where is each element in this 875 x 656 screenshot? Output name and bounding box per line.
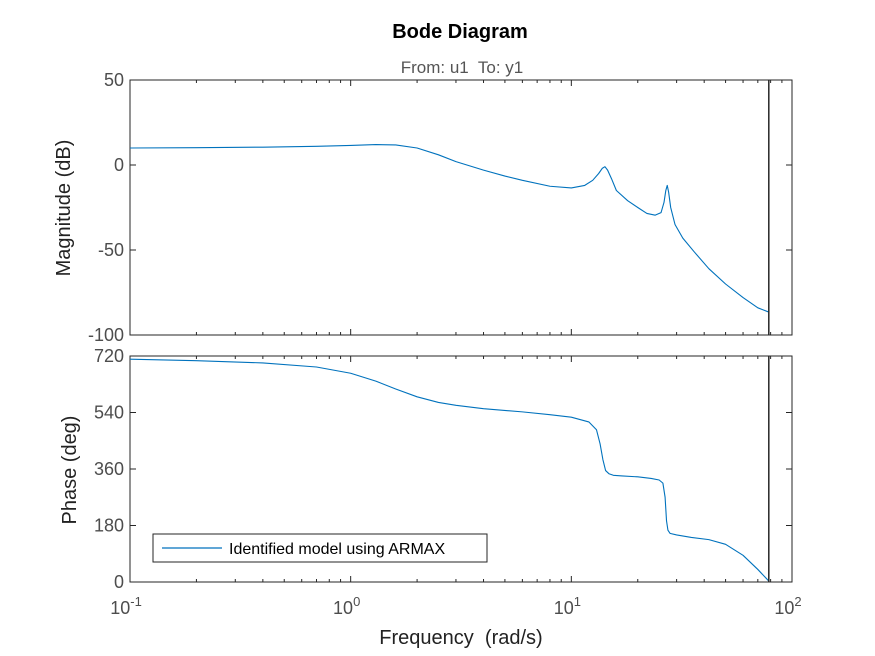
legend-label: Identified model using ARMAX — [229, 541, 445, 558]
phase-ytick-label: 720 — [94, 346, 124, 366]
x-tick-label-base: 10 — [554, 598, 574, 618]
phase-ytick-label: 360 — [94, 459, 124, 479]
x-tick-label-exponent: -1 — [130, 594, 142, 609]
y-axis-label-phase: Phase (deg) — [59, 416, 81, 525]
x-tick-labels: 10-1 100 101 102 — [110, 594, 801, 618]
magnitude-panel: 50 0 -50 -100 — [88, 70, 793, 345]
y-axis-label-magnitude: Magnitude (dB) — [53, 140, 75, 277]
magnitude-series-line — [129, 144, 769, 313]
phase-ytick-label: 0 — [114, 572, 124, 592]
x-tick-label: 101 — [554, 594, 581, 618]
magnitude-ytick-label: 50 — [104, 70, 124, 90]
x-tick-label: 10-1 — [110, 594, 142, 618]
x-tick-label: 102 — [774, 594, 801, 618]
x-tick-label-exponent: 2 — [794, 594, 801, 609]
x-tick-label-base: 10 — [110, 598, 130, 618]
phase-series-line — [129, 358, 770, 582]
x-axis-label: Frequency (rad/s) — [379, 627, 542, 649]
phase-ytick-label: 180 — [94, 516, 124, 536]
phase-ytick-label: 540 — [94, 403, 124, 423]
magnitude-axes-box — [129, 79, 793, 336]
magnitude-ytick-label: -50 — [98, 240, 124, 260]
chart-title: Bode Diagram — [392, 21, 528, 43]
magnitude-ytick-label: 0 — [114, 155, 124, 175]
chart-subtitle: From: u1 To: y1 — [401, 58, 524, 77]
x-tick-label: 100 — [333, 594, 360, 618]
x-tick-label-base: 10 — [774, 598, 794, 618]
x-tick-label-exponent: 1 — [574, 594, 581, 609]
legend: Identified model using ARMAX — [152, 533, 488, 563]
x-tick-label-exponent: 0 — [353, 594, 360, 609]
magnitude-ytick-label: -100 — [88, 325, 124, 345]
x-tick-label-base: 10 — [333, 598, 353, 618]
